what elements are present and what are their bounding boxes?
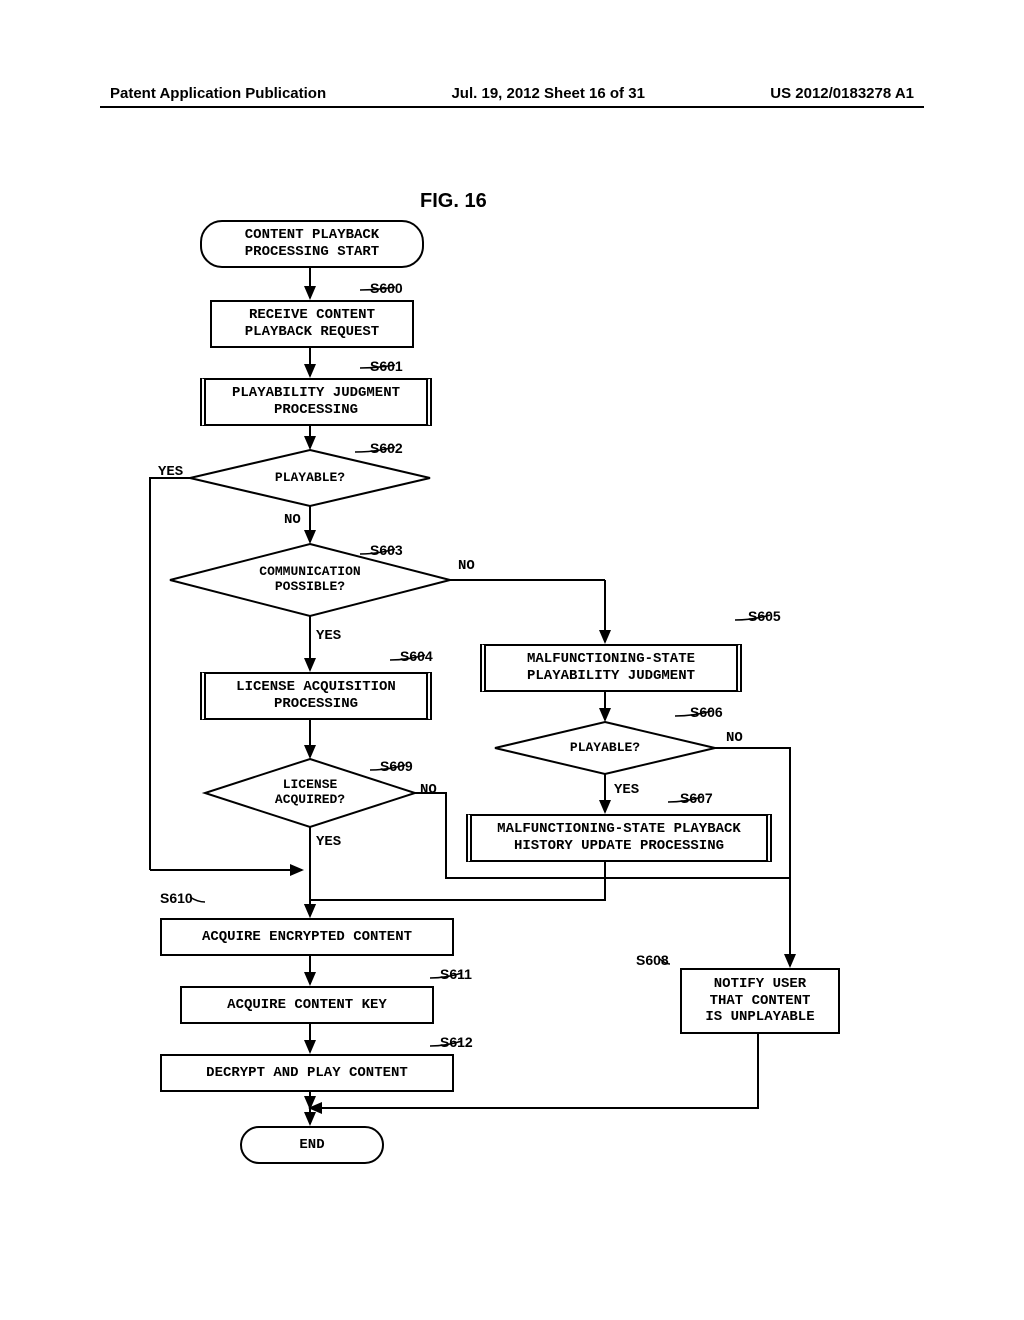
label-s608: S608 — [636, 952, 669, 968]
header-right: US 2012/0183278 A1 — [770, 85, 914, 102]
branch-b5: NO — [420, 782, 437, 798]
label-s611: S611 — [440, 966, 472, 982]
header-left: Patent Application Publication — [110, 85, 326, 102]
branch-b6: YES — [316, 834, 341, 850]
node-s600: RECEIVE CONTENTPLAYBACK REQUEST — [210, 300, 414, 348]
label-s605: S605 — [748, 608, 781, 624]
branch-b3: NO — [458, 558, 475, 574]
node-s601: PLAYABILITY JUDGMENTPROCESSING — [200, 378, 432, 426]
header-rule — [100, 106, 924, 108]
node-s605: MALFUNCTIONING-STATEPLAYABILITY JUDGMENT — [480, 644, 742, 692]
branch-b2: NO — [284, 512, 301, 528]
label-s607: S607 — [680, 790, 713, 806]
node-s603: COMMUNICATIONPOSSIBLE? — [170, 544, 450, 616]
node-s610: ACQUIRE ENCRYPTED CONTENT — [160, 918, 454, 956]
node-start: CONTENT PLAYBACKPROCESSING START — [200, 220, 424, 268]
node-end: END — [240, 1126, 384, 1164]
figure-title: FIG. 16 — [420, 190, 487, 213]
branch-b8: YES — [614, 782, 639, 798]
node-s611: ACQUIRE CONTENT KEY — [180, 986, 434, 1024]
branch-b7: NO — [726, 730, 743, 746]
branch-b4: YES — [316, 628, 341, 644]
node-s606: PLAYABLE? — [495, 722, 715, 774]
node-s607: MALFUNCTIONING-STATE PLAYBACKHISTORY UPD… — [466, 814, 772, 862]
page-header: Patent Application Publication Jul. 19, … — [0, 85, 1024, 102]
node-s612: DECRYPT AND PLAY CONTENT — [160, 1054, 454, 1092]
label-s610: S610 — [160, 890, 193, 906]
label-s601: S601 — [370, 358, 403, 374]
header-center: Jul. 19, 2012 Sheet 16 of 31 — [451, 85, 644, 102]
label-s606: S606 — [690, 704, 723, 720]
node-s602: PLAYABLE? — [190, 450, 430, 506]
node-s609: LICENSEACQUIRED? — [205, 759, 415, 827]
branch-b1: YES — [158, 464, 183, 480]
label-s600: S600 — [370, 280, 403, 296]
node-s604: LICENSE ACQUISITIONPROCESSING — [200, 672, 432, 720]
node-s608: NOTIFY USERTHAT CONTENTIS UNPLAYABLE — [680, 968, 840, 1034]
label-s604: S604 — [400, 648, 433, 664]
label-s612: S612 — [440, 1034, 473, 1050]
